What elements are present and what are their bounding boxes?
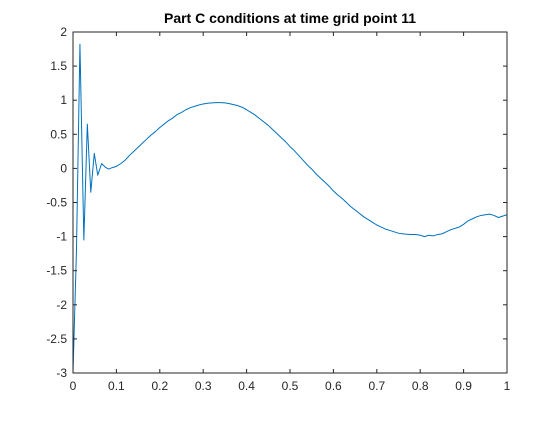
series-line	[72, 43, 508, 374]
y-tick-label: -2.5	[46, 332, 67, 346]
x-axis: 0 0.1 0.2 0.3 0.4 0.5 0.6 0.7 0.8 0.9 1	[70, 32, 511, 393]
y-tick-label: 2	[60, 25, 67, 39]
y-tick-label: -1.5	[46, 264, 67, 278]
x-tick-label: 0.4	[238, 379, 255, 393]
y-tick-label: -1	[56, 230, 67, 244]
x-tick-label: 0.3	[195, 379, 212, 393]
x-tick-label: 0.5	[282, 379, 299, 393]
y-tick-label: 0	[60, 161, 67, 175]
x-tick-label: 0.1	[108, 379, 125, 393]
y-tick-label: -2	[56, 298, 67, 312]
x-tick-label: 0	[70, 379, 77, 393]
y-tick-label: -0.5	[46, 196, 67, 210]
x-tick-label: 0.2	[151, 379, 168, 393]
y-tick-label: -3	[56, 366, 67, 380]
x-tick-label: 0.7	[368, 379, 385, 393]
plot-area	[73, 32, 507, 373]
x-tick-label: 0.9	[455, 379, 472, 393]
x-tick-label: 0.6	[325, 379, 342, 393]
y-tick-label: 1.5	[50, 59, 67, 73]
y-axis: -3 -2.5 -2 -1.5 -1 -0.5 0 0.5 1 1.5 2	[46, 25, 507, 380]
chart-title: Part C conditions at time grid point 11	[164, 10, 416, 26]
x-tick-label: 1	[504, 379, 511, 393]
x-tick-label: 0.8	[412, 379, 429, 393]
y-tick-label: 1	[60, 93, 67, 107]
y-tick-label: 0.5	[50, 127, 67, 141]
